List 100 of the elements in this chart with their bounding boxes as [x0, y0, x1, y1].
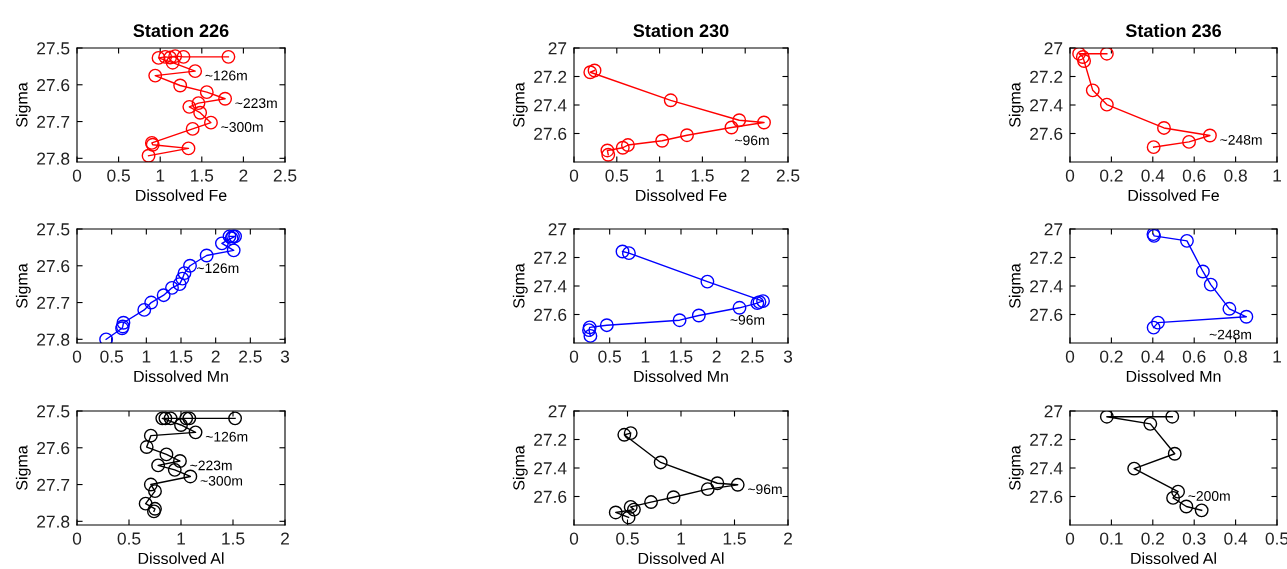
chart-title: Station 236	[1125, 23, 1222, 38]
x-axis-title: Dissolved Al	[1131, 552, 1216, 565]
point	[732, 113, 747, 128]
point	[116, 315, 131, 330]
x-axis-title: Dissolved Mn	[634, 370, 728, 383]
y-tick-label: 27.6	[1030, 308, 1063, 321]
x-tick-label: 2.5	[741, 350, 764, 363]
x-tick-label: 0.5	[605, 169, 629, 182]
x-tick-label: 3	[280, 350, 290, 363]
point	[143, 477, 158, 492]
y-tick-label: 27.2	[534, 433, 567, 446]
y-tick-label: 27.4	[1030, 99, 1063, 112]
x-tick-label: 0.5	[117, 532, 141, 545]
point	[623, 426, 638, 441]
point	[599, 318, 614, 333]
x-tick-label: 1	[1273, 350, 1281, 363]
x-tick-label: 1	[656, 169, 664, 182]
point	[182, 99, 197, 114]
y-tick-label: 27.8	[37, 152, 70, 165]
point	[165, 280, 179, 295]
point	[653, 455, 668, 470]
y-tick-label: 27.4	[534, 280, 567, 293]
y-tick-label: 27.4	[1030, 280, 1063, 293]
x-tick-label: 0.8	[1224, 350, 1247, 363]
y-axis-title: Sigma	[1008, 82, 1024, 127]
annotation: ~96m	[730, 314, 765, 325]
point	[144, 295, 159, 310]
point	[730, 477, 745, 492]
y-tick-label: 27.5	[37, 223, 70, 236]
x-tick-label: 1.5	[723, 532, 746, 545]
x-tick-label: 0	[72, 169, 82, 182]
point	[587, 63, 602, 78]
point	[1165, 411, 1180, 424]
x-axis-title: Dissolved Mn	[1126, 370, 1221, 383]
y-tick-label: 27.2	[1030, 433, 1063, 446]
x-tick-label: 1	[1273, 169, 1281, 182]
point	[143, 428, 158, 443]
point	[183, 258, 197, 273]
point	[1146, 320, 1161, 335]
y-tick-label: 27.6	[37, 259, 70, 273]
x-tick-label: 0	[1065, 532, 1075, 545]
x-tick-label: 2	[281, 532, 289, 545]
point	[1085, 83, 1100, 98]
annotation: ~300m	[200, 475, 243, 486]
point	[700, 274, 715, 289]
point	[600, 143, 615, 158]
x-tick-label: 2.5	[239, 350, 262, 363]
y-axis-title: Sigma	[512, 445, 528, 490]
point	[1099, 48, 1114, 61]
point	[199, 248, 214, 263]
point	[191, 96, 206, 111]
point	[620, 138, 635, 152]
point	[158, 49, 173, 64]
y-axis-title: Sigma	[512, 82, 528, 127]
x-tick-label: 0.5	[100, 350, 124, 363]
chart-title: Station 226	[133, 23, 229, 38]
point	[226, 243, 241, 258]
x-tick-label: 0.2	[1100, 169, 1123, 182]
x-axis-title: Dissolved Fe	[136, 189, 227, 202]
x-tick-label: 0	[569, 169, 579, 182]
point	[181, 141, 196, 156]
point	[193, 105, 208, 120]
y-tick-label: 27.7	[37, 478, 70, 491]
point	[185, 121, 200, 136]
y-tick-label: 27.2	[534, 70, 567, 83]
point	[1099, 97, 1114, 112]
point	[1203, 277, 1218, 292]
y-tick-label: 27	[548, 42, 567, 55]
x-tick-label: 2.5	[776, 169, 800, 182]
point	[663, 93, 678, 108]
point	[151, 50, 166, 65]
point	[583, 328, 598, 343]
x-tick-label: 0.1	[1100, 532, 1123, 545]
x-tick-label: 1	[177, 532, 185, 545]
annotation: ~223m	[235, 98, 277, 109]
x-tick-label: 3	[783, 350, 793, 363]
point	[148, 68, 163, 83]
y-tick-label: 27.6	[1030, 127, 1063, 140]
x-tick-label: 1.5	[691, 169, 714, 182]
point	[608, 505, 623, 520]
x-tick-label: 0.4	[1224, 532, 1248, 545]
x-tick-label: 0	[72, 532, 82, 545]
point	[1151, 315, 1165, 330]
x-axis-title: Dissolved Fe	[636, 189, 727, 202]
point	[601, 147, 616, 162]
annotation: ~300m	[221, 122, 263, 132]
x-tick-label: 2	[712, 350, 721, 363]
chart-title: Station 230	[633, 23, 729, 38]
y-axis-title: Sigma	[15, 263, 31, 308]
point	[1077, 54, 1092, 68]
point	[1143, 416, 1158, 431]
point	[644, 495, 658, 510]
point	[1239, 309, 1254, 324]
x-tick-label: 0.6	[1182, 169, 1206, 182]
point	[199, 85, 214, 100]
x-tick-label: 0	[569, 350, 579, 363]
point	[1166, 490, 1181, 505]
y-tick-label: 27	[1044, 42, 1063, 55]
point	[1157, 120, 1171, 135]
point	[172, 277, 187, 292]
